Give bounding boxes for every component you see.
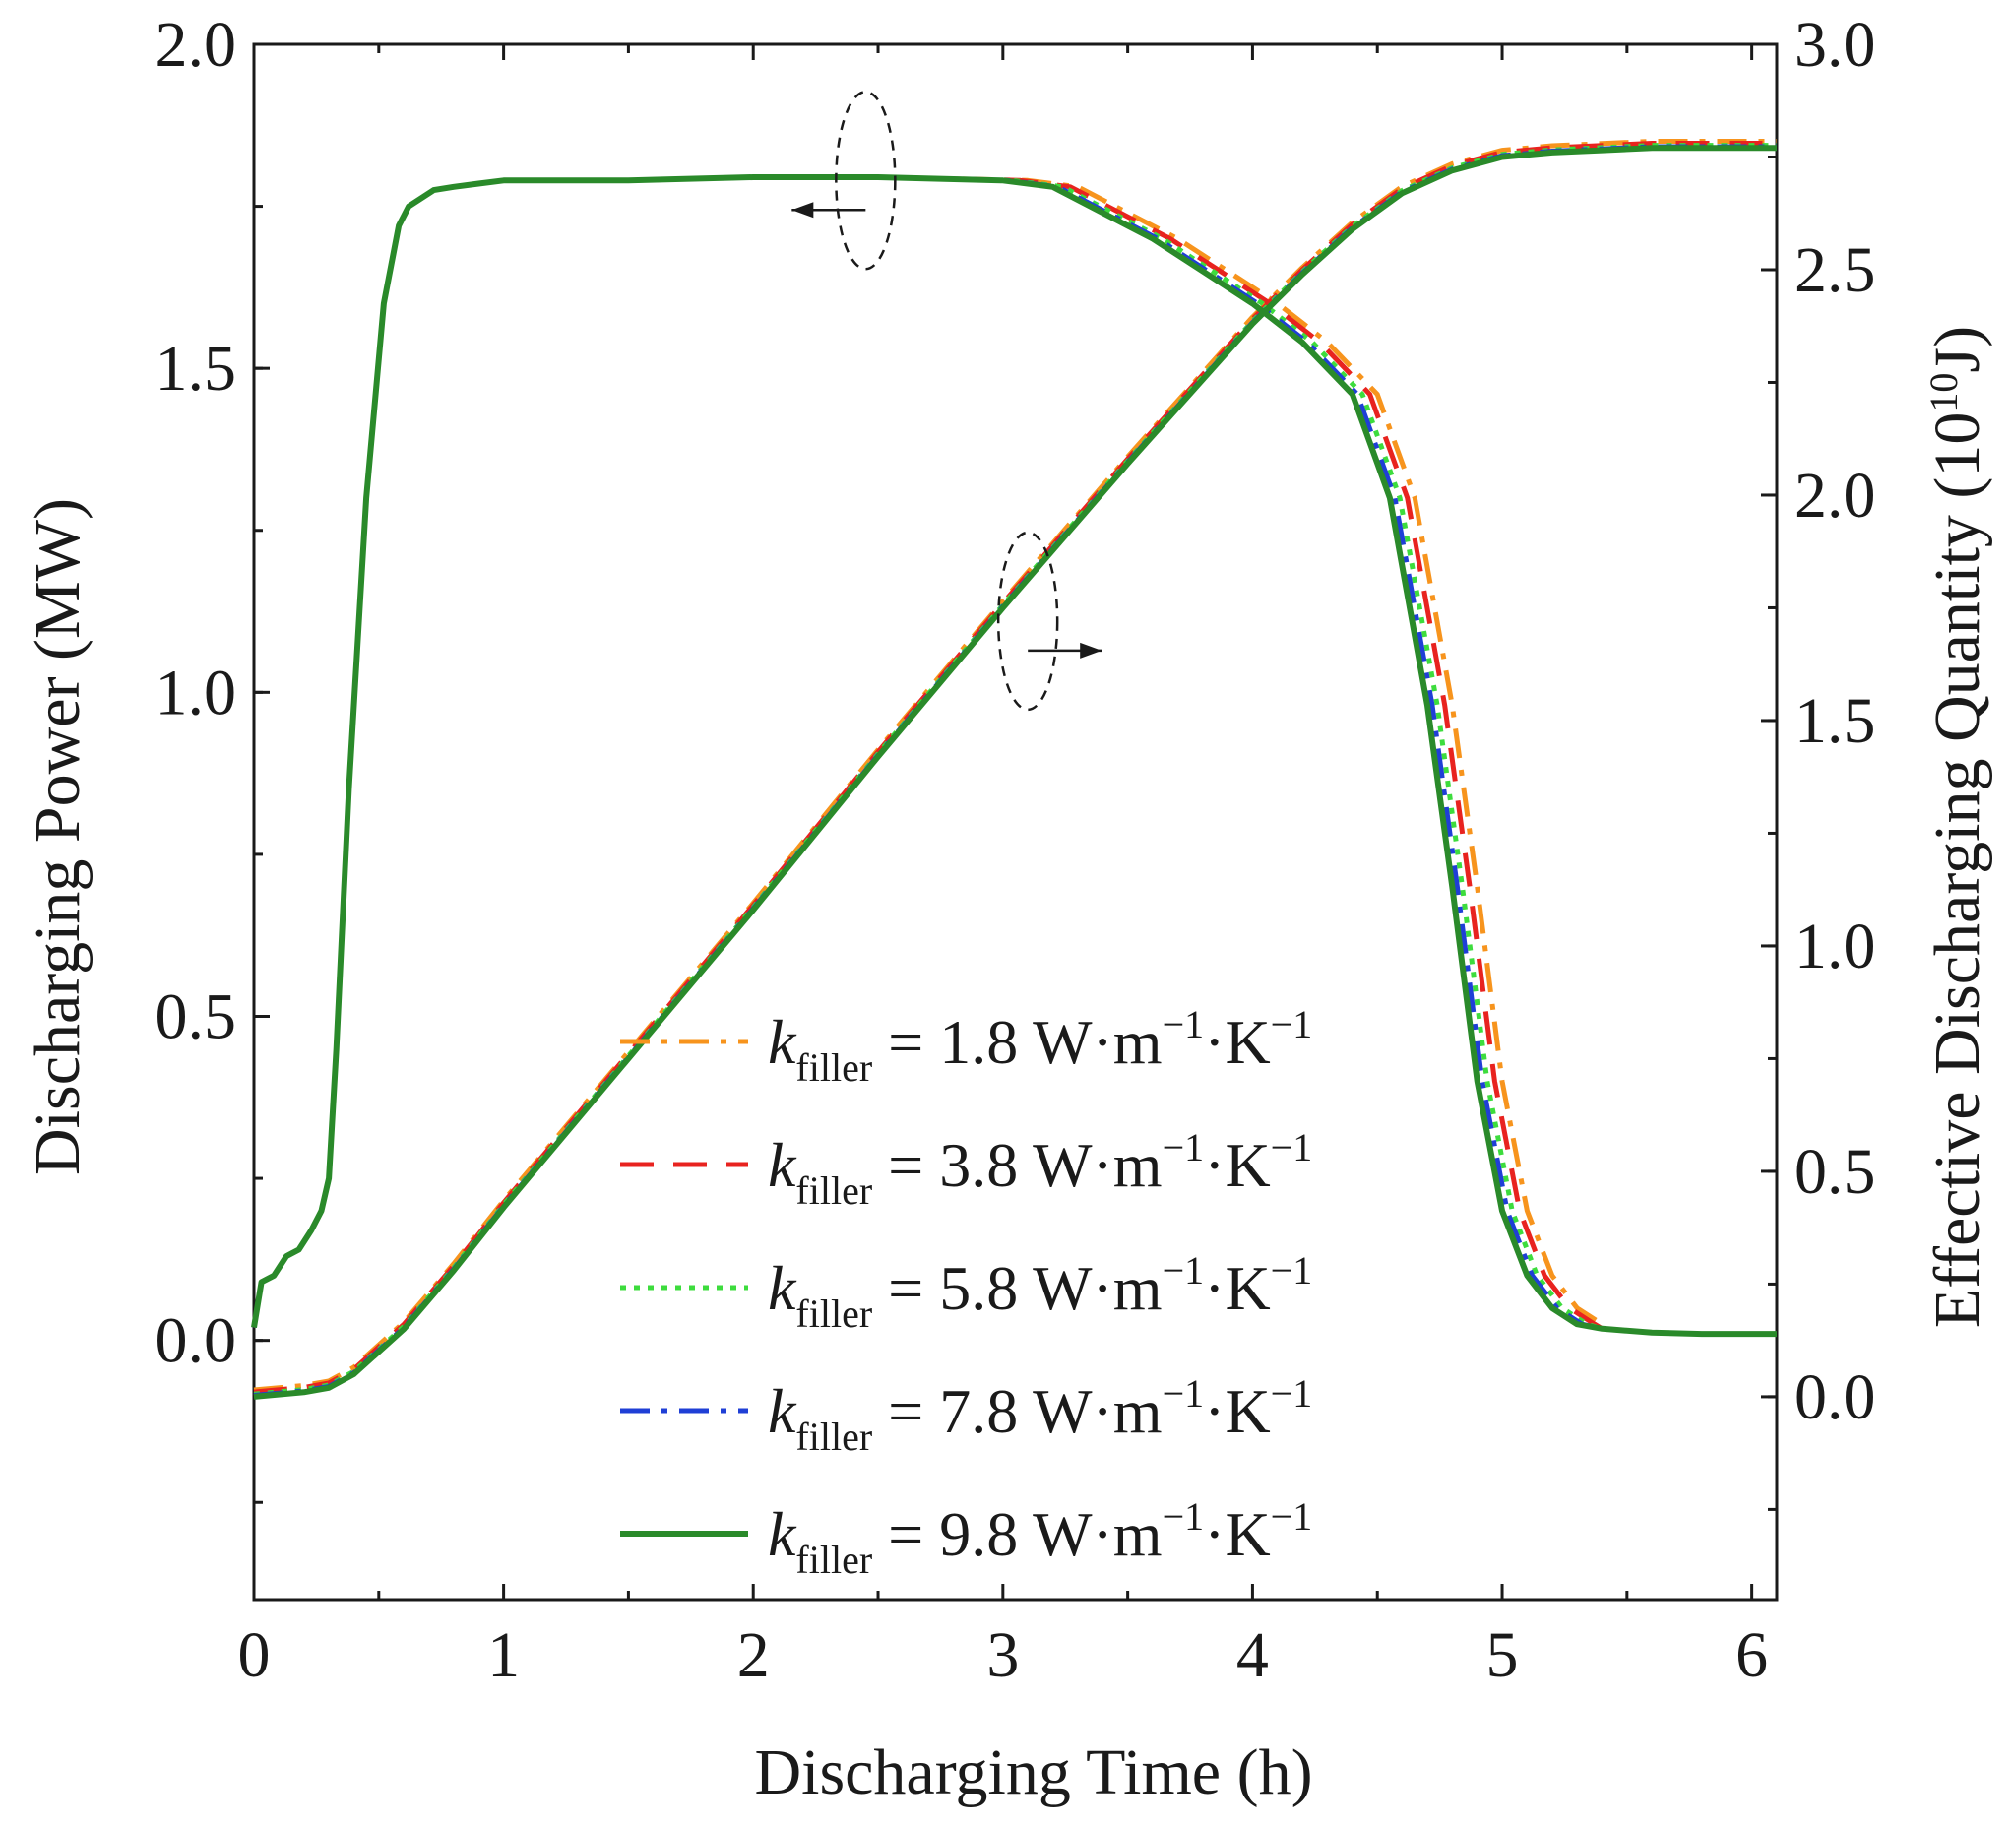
legend-unit-2: ·K xyxy=(1204,1130,1271,1200)
legend-symbol: k xyxy=(768,1253,797,1323)
series-power-line-9.8 xyxy=(251,174,1777,1338)
legend-equals: = xyxy=(872,1376,939,1446)
series-energy-line-9.8 xyxy=(253,145,1777,1400)
legend-unit-exp-2: −1 xyxy=(1271,1002,1313,1046)
y2-tick-label: 0.5 xyxy=(1795,1136,1876,1208)
series-energy-line-7.8 xyxy=(253,144,1777,1398)
annotation-arrow-head-1 xyxy=(791,202,814,219)
legend-subscript: filler xyxy=(795,1045,872,1090)
legend-unit-exp-2: −1 xyxy=(1271,1125,1313,1169)
legend-unit-exp-1: −1 xyxy=(1163,1125,1205,1169)
series-power-line-1.8 xyxy=(251,174,1777,1337)
legend-unit-exp-2: −1 xyxy=(1271,1371,1313,1416)
y2-axis-title-suffix: J) xyxy=(1922,326,1993,373)
y-tick-label: 1.0 xyxy=(156,657,237,728)
series xyxy=(251,139,1777,1400)
x-tick-label: 0 xyxy=(238,1619,271,1691)
y-tick-label: 0.0 xyxy=(156,1305,237,1377)
y2-axis-title-prefix: Effective Discharging Quantity (10 xyxy=(1922,412,1993,1328)
y2-axis-title-exp: 10 xyxy=(1922,373,1966,412)
legend-unit-exp-1: −1 xyxy=(1163,1494,1205,1539)
legend-unit-1: W·m xyxy=(1033,1130,1163,1200)
x-tick-label: 5 xyxy=(1486,1619,1519,1691)
legend-subscript: filler xyxy=(795,1415,872,1459)
legend-value: 3.8 xyxy=(939,1130,1033,1200)
legend-label-9.8: kfiller = 9.8 W·m−1·K−1 xyxy=(768,1494,1312,1582)
y2-tick-label: 1.5 xyxy=(1795,685,1876,757)
legend-unit-exp-1: −1 xyxy=(1163,1371,1205,1416)
x-tick-label: 3 xyxy=(986,1619,1019,1691)
legend-value: 9.8 xyxy=(939,1499,1033,1569)
y-tick-label: 2.0 xyxy=(156,9,237,81)
legend-label-5.8: kfiller = 5.8 W·m−1·K−1 xyxy=(768,1248,1312,1336)
legend-subscript: filler xyxy=(795,1538,872,1582)
legend-symbol: k xyxy=(768,1376,797,1446)
annotation-arrow-head-2 xyxy=(1080,642,1102,659)
y2-axis-title: Effective Discharging Quantity (1010J) xyxy=(1922,326,1993,1328)
legend-symbol: k xyxy=(768,1499,797,1569)
annotation-ellipse-1 xyxy=(835,91,897,271)
legend-unit-1: W·m xyxy=(1033,1253,1163,1323)
legend-unit-1: W·m xyxy=(1033,1376,1163,1446)
legend-label-1.8: kfiller = 1.8 W·m−1·K−1 xyxy=(768,1002,1312,1090)
legend-value: 5.8 xyxy=(939,1253,1033,1323)
y-tick-label: 0.5 xyxy=(156,981,237,1053)
series-energy-line-5.8 xyxy=(253,143,1777,1397)
legend-unit-1: W·m xyxy=(1033,1007,1163,1077)
legend-label-3.8: kfiller = 3.8 W·m−1·K−1 xyxy=(768,1125,1312,1213)
legend-label-7.8: kfiller = 7.8 W·m−1·K−1 xyxy=(768,1371,1312,1459)
legend-equals: = xyxy=(872,1007,939,1077)
x-axis-title: Discharging Time (h) xyxy=(754,1736,1312,1808)
legend-unit-exp-2: −1 xyxy=(1271,1494,1313,1539)
legend-unit-1: W·m xyxy=(1033,1499,1163,1569)
legend-subscript: filler xyxy=(795,1292,872,1336)
y-tick-label: 1.5 xyxy=(156,333,237,405)
series-energy-line-3.8 xyxy=(253,141,1777,1395)
legend-unit-exp-2: −1 xyxy=(1271,1248,1313,1292)
legend-unit-2: ·K xyxy=(1204,1376,1271,1446)
annotation-ellipse-2 xyxy=(996,531,1059,712)
legend-equals: = xyxy=(872,1499,939,1569)
x-tick-label: 1 xyxy=(487,1619,520,1691)
series-energy-line-1.8 xyxy=(253,139,1777,1393)
y2-tick-label: 1.0 xyxy=(1795,911,1876,982)
legend-equals: = xyxy=(872,1130,939,1200)
legend-unit-exp-1: −1 xyxy=(1163,1002,1205,1046)
legend-unit-2: ·K xyxy=(1204,1007,1271,1077)
x-tick-label: 2 xyxy=(737,1619,770,1691)
legend-unit-2: ·K xyxy=(1204,1253,1271,1323)
legend-equals: = xyxy=(872,1253,939,1323)
series-power-line-7.8 xyxy=(251,174,1777,1337)
x-tick-label: 6 xyxy=(1735,1619,1768,1691)
legend-symbol: k xyxy=(768,1007,797,1077)
legend-value: 7.8 xyxy=(939,1376,1033,1446)
y2-tick-label: 2.0 xyxy=(1795,460,1876,532)
legend-unit-2: ·K xyxy=(1204,1499,1271,1569)
y2-tick-label: 2.5 xyxy=(1795,234,1876,306)
annotations xyxy=(791,91,1102,712)
y-axis-title: Discharging Power (MW) xyxy=(22,498,94,1175)
y2-tick-label: 3.0 xyxy=(1795,9,1876,81)
y2-tick-label: 0.0 xyxy=(1795,1361,1876,1433)
x-tick-label: 4 xyxy=(1236,1619,1269,1691)
axes: 0 1 2 3 4 5 6 0.0 0.5 1.0 1.5 2.0 0.0 0.5 1.0 1.5 2.0 2.5… xyxy=(156,9,1876,1691)
legend-value: 1.8 xyxy=(939,1007,1033,1077)
legend-subscript: filler xyxy=(795,1168,872,1213)
legend-unit-exp-1: −1 xyxy=(1163,1248,1205,1292)
plot-frame xyxy=(252,42,1779,1602)
legend-symbol: k xyxy=(768,1130,797,1200)
